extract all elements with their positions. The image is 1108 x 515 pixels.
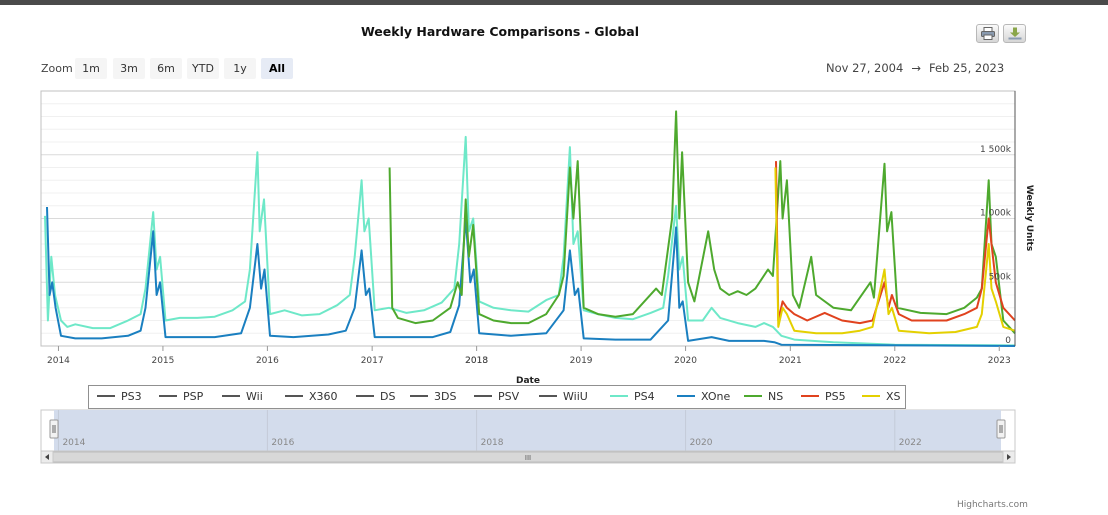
legend-swatch [677,395,695,397]
legend-label: Wii [246,390,263,403]
x-tick-label: 2016 [256,356,279,366]
navigator-left-handle[interactable] [49,419,59,439]
legend-swatch [222,395,240,397]
navigator-label: 2016 [271,438,294,448]
series-line-ps4 [44,135,1016,347]
printer-icon [981,27,995,40]
legend-label: DS [380,390,396,403]
legend-item-3ds[interactable]: 3DS [410,386,456,408]
zoom-ytd-button[interactable]: YTD [187,58,219,79]
left-arrow-icon [45,454,49,460]
y-tick-label: 1 000k [980,209,1012,219]
chart-grid [41,90,1015,347]
legend-item-ps5[interactable]: PS5 [801,386,846,408]
legend-swatch [410,395,428,397]
legend-item-xone[interactable]: XOne [677,386,730,408]
zoom-3m-button[interactable]: 3m [113,58,145,79]
x-tick-label: 2015 [151,356,174,366]
navigator-labels: 2014 2016 2018 2020 2022 [57,410,922,451]
legend-swatch [862,395,880,397]
x-tick-label: 2023 [988,356,1011,366]
series-line-ps5 [775,161,1016,325]
legend-swatch [97,395,115,397]
navigator-label: 2014 [62,438,85,448]
legend-swatch [285,395,303,397]
y-tick-label: 500k [989,272,1012,282]
y-axis-title: Weekly Units [1024,185,1034,251]
download-icon [1008,27,1022,40]
legend-item-ns[interactable]: NS [744,386,783,408]
navigator-label: 2022 [899,438,922,448]
x-tick-label: 2017 [361,356,384,366]
navigator-label: 2020 [690,438,713,448]
x-axis-ticks: 2014 2015 2016 2017 2018 2019 2020 2021 2022 2023… [47,346,1011,366]
x-tick-label: 2021 [779,356,802,366]
legend-swatch [159,395,177,397]
x-tick-label: 2020 [674,356,697,366]
highcharts-credit[interactable]: Highcharts.com [957,500,1028,510]
legend-label: 3DS [434,390,457,403]
legend-label: WiiU [563,390,588,403]
legend-swatch [801,395,819,397]
range-to-input[interactable]: Feb 25, 2023 [928,61,1005,75]
x-tick-label: 2022 [883,356,906,366]
zoom-label: Zoom [41,62,73,75]
legend-item-wiiu[interactable]: WiiU [539,386,588,408]
legend-label: NS [768,390,784,403]
legend-item-ps3[interactable]: PS3 [97,386,142,408]
navigator-label: 2018 [481,438,504,448]
legend-swatch [474,395,492,397]
legend-swatch [356,395,374,397]
scrollbar-grip: III [525,454,531,462]
legend-label: PS5 [825,390,846,403]
x-tick-label: 2014 [47,356,70,366]
legend-item-ds[interactable]: DS [356,386,395,408]
legend-label: PSV [498,390,520,403]
series-line-ns [388,110,1016,334]
zoom-1m-button[interactable]: 1m [75,58,107,79]
y-tick-label: 1 500k [980,145,1012,155]
range-from-input[interactable]: Nov 27, 2004 [826,61,904,75]
date-range: Nov 27, 2004 → Feb 25, 2023 [826,61,1004,75]
legend-item-xs[interactable]: XS [862,386,901,408]
navigator: 2014 2016 2018 2020 2022 III [40,409,1016,464]
y-tick-label: 0 [1005,336,1011,346]
navigator-right-handle[interactable] [996,419,1006,439]
series-line-xs [774,167,1016,335]
legend-label: XS [886,390,901,403]
legend-label: X360 [309,390,338,403]
legend-label: PS3 [121,390,142,403]
zoom-6m-button[interactable]: 6m [150,58,182,79]
legend-item-psp[interactable]: PSP [159,386,203,408]
legend-item-wii[interactable]: Wii [222,386,263,408]
x-axis-title: Date [516,376,540,386]
zoom-1y-button[interactable]: 1y [224,58,256,79]
legend-label: PS4 [634,390,655,403]
legend-swatch [610,395,628,397]
legend-item-x360[interactable]: X360 [285,386,338,408]
range-arrow: → [911,61,921,75]
legend-label: PSP [183,390,204,403]
chart-legend: PS3 PSP Wii X360 DS 3DS PSV WiiU PS4 XOne NS PS5 XS [88,385,906,409]
right-arrow-icon [1007,454,1011,460]
download-button[interactable] [1003,24,1026,43]
legend-label: XOne [701,390,731,403]
series-line-xone [46,206,1016,347]
y-axis-ticks: 0 500k 1 000k 1 500k [980,145,1012,346]
window-top-bar [0,0,1108,5]
legend-item-psv[interactable]: PSV [474,386,519,408]
series-layer [44,110,1016,347]
x-tick-label-overlap: 2013 [465,356,488,366]
print-button[interactable] [976,24,999,43]
legend-swatch [539,395,557,397]
chart-title: Weekly Hardware Comparisons - Global [360,24,640,39]
navigator-selected-range[interactable] [54,410,1001,451]
x-tick-label: 2019 [570,356,593,366]
zoom-all-button[interactable]: All [261,58,293,79]
legend-item-ps4[interactable]: PS4 [610,386,655,408]
legend-swatch [744,395,762,397]
x-tick-label: 2018 [465,356,488,366]
